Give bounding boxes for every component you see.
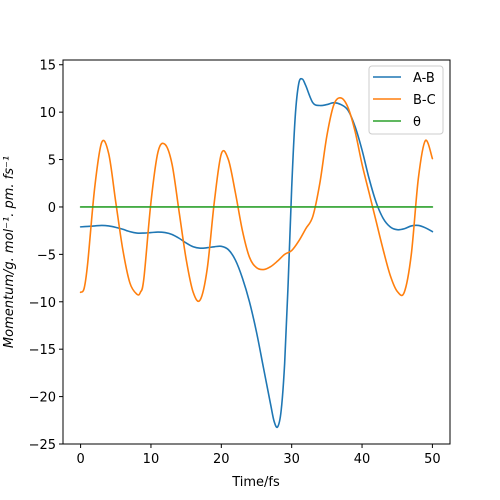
y-tick-label: −25 xyxy=(29,438,56,453)
plot-frame xyxy=(62,59,451,445)
x-tick-label: 30 xyxy=(283,452,300,467)
x-axis: 0 10 20 30 40 50 xyxy=(76,444,441,467)
series-layer xyxy=(79,77,434,429)
legend: A-B B-C θ xyxy=(368,65,444,135)
x-tick-label: 10 xyxy=(143,452,160,467)
y-axis: −25 −20 −15 −10 −5 0 5 10 15 xyxy=(29,59,63,453)
y-axis-label: Momentum/g. mol⁻¹. pm. fs⁻¹ xyxy=(2,156,17,348)
y-tick-label: 10 xyxy=(39,106,56,121)
legend-frame xyxy=(368,65,444,135)
x-tick-label: 40 xyxy=(354,452,371,467)
x-axis-label: Time/fs xyxy=(231,475,280,490)
series-line-1 xyxy=(79,77,434,429)
legend-label-2: B-C xyxy=(413,93,436,108)
y-tick-label: 5 xyxy=(48,154,56,169)
legend-label-3: θ xyxy=(413,115,421,130)
x-tick-label: 50 xyxy=(424,452,441,467)
x-tick-label: 0 xyxy=(76,452,84,467)
y-tick-label: −10 xyxy=(29,296,56,311)
series-line-2 xyxy=(79,97,434,303)
y-tick-label: 0 xyxy=(48,201,56,216)
y-tick-label: −20 xyxy=(29,391,56,406)
y-tick-label: −15 xyxy=(29,343,56,358)
y-tick-label: 15 xyxy=(39,59,56,74)
plot-area xyxy=(79,77,434,429)
y-tick-label: −5 xyxy=(37,248,56,263)
legend-label-1: A-B xyxy=(413,71,435,86)
x-tick-label: 20 xyxy=(213,452,230,467)
